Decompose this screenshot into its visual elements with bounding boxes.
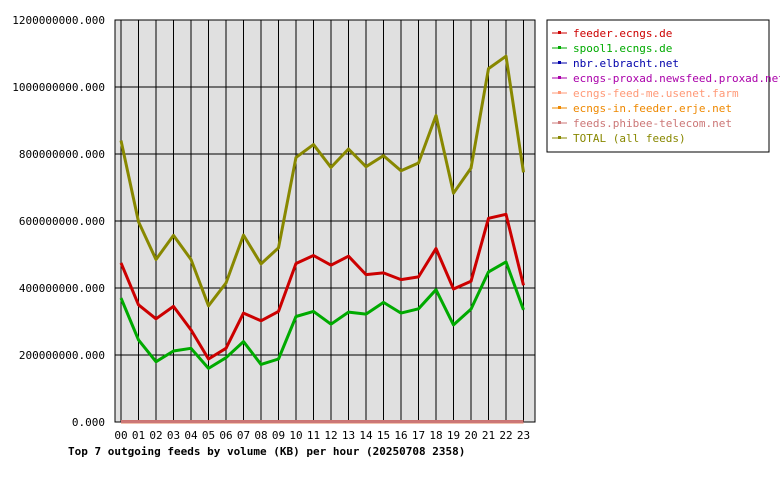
legend-label: feeds.phibee-telecom.net [573, 117, 732, 130]
legend-label: nbr.elbracht.net [573, 57, 679, 70]
legend-marker [558, 61, 561, 64]
x-tick-label: 11 [307, 429, 320, 442]
legend-label: ecngs-feed-me.usenet.farm [573, 87, 739, 100]
y-tick-label: 800000000.000 [19, 148, 105, 161]
y-tick-label: 1200000000.000 [12, 14, 105, 27]
series-line-total-all-feeds- [119, 54, 525, 308]
y-tick-label: 200000000.000 [19, 349, 105, 362]
legend-entry: ecngs-proxad.newsfeed.proxad.net [552, 72, 780, 85]
x-tick-label: 21 [482, 429, 495, 442]
series-line-spool1-ecngs-de [119, 260, 525, 370]
legend-entry: ecngs-in.feeder.erje.net [552, 102, 732, 115]
legend-marker [558, 46, 561, 49]
x-tick-label: 00 [114, 429, 127, 442]
x-tick-label: 20 [464, 429, 477, 442]
y-tick-label: 1000000000.000 [12, 81, 105, 94]
legend-label: feeder.ecngs.de [573, 27, 672, 40]
chart-title: Top 7 outgoing feeds by volume (KB) per … [68, 445, 465, 458]
x-tick-label: 08 [254, 429, 267, 442]
x-tick-label: 16 [394, 429, 407, 442]
legend-entry: spool1.ecngs.de [552, 42, 672, 55]
x-tick-label: 01 [132, 429, 145, 442]
legend-box [546, 19, 770, 153]
legend-marker [558, 76, 561, 79]
legend-label: TOTAL (all feeds) [573, 132, 686, 145]
legend-entry: ecngs-feed-me.usenet.farm [552, 87, 739, 100]
x-tick-labels: 00 01 02 03 04 05 06 07 08 09 10 11 12 13 14 15 16 17 18 19… [114, 429, 530, 442]
x-tick-label: 15 [377, 429, 390, 442]
x-tick-label: 22 [499, 429, 512, 442]
legend-label: spool1.ecngs.de [573, 42, 672, 55]
y-tick-label: 600000000.000 [19, 215, 105, 228]
x-tick-label: 19 [447, 429, 460, 442]
y-tick-label: 400000000.000 [19, 282, 105, 295]
legend-entry: feeder.ecngs.de [552, 27, 672, 40]
horizontal-gridlines [115, 86, 535, 356]
legend-entry: nbr.elbracht.net [552, 57, 679, 70]
x-tick-label: 17 [412, 429, 425, 442]
legend-marker [558, 121, 561, 124]
x-tick-label: 09 [272, 429, 285, 442]
legend-entry: feeds.phibee-telecom.net [552, 117, 732, 130]
x-tick-label: 14 [359, 429, 373, 442]
legend-marker [558, 106, 561, 109]
legend-label: ecngs-in.feeder.erje.net [573, 102, 732, 115]
x-tick-label: 12 [324, 429, 337, 442]
x-tick-label: 07 [237, 429, 250, 442]
x-tick-label: 13 [342, 429, 355, 442]
legend-marker [558, 91, 561, 94]
x-tick-label: 04 [184, 429, 198, 442]
legend-label: ecngs-proxad.newsfeed.proxad.net [573, 72, 780, 85]
x-tick-label: 18 [429, 429, 442, 442]
legend-marker [558, 31, 561, 34]
x-tick-label: 23 [517, 429, 530, 442]
x-tick-label: 03 [167, 429, 180, 442]
y-tick-labels: 0.000 200000000.000 400000000.000 600000000… [12, 14, 105, 429]
legend: feeder.ecngs.de spool1.ecngs.de nbr.elbrac… [546, 19, 780, 153]
x-tick-label: 10 [289, 429, 302, 442]
x-tick-label: 06 [219, 429, 232, 442]
legend-marker [558, 136, 561, 139]
x-tick-label: 02 [149, 429, 162, 442]
series-lines [119, 54, 525, 424]
series-line-feeder-ecngs-de [119, 212, 525, 361]
y-tick-label: 0.000 [72, 416, 105, 429]
legend-entry: TOTAL (all feeds) [552, 132, 686, 145]
x-tick-label: 05 [202, 429, 215, 442]
